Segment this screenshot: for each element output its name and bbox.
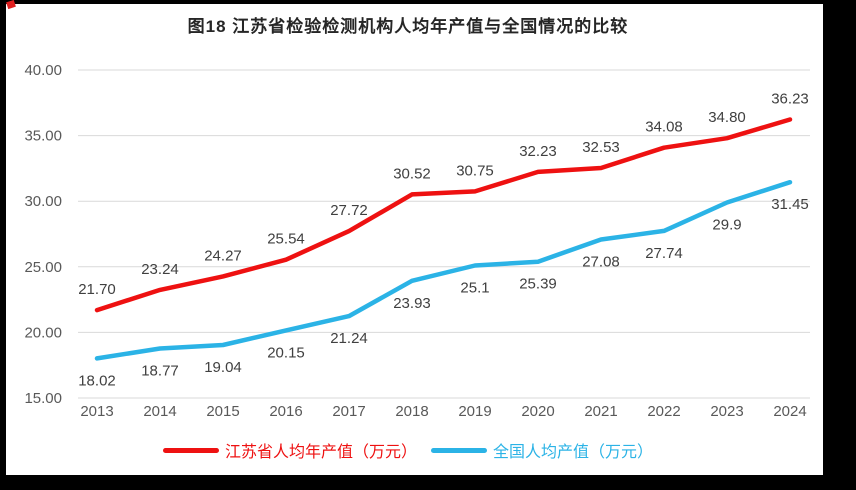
data-label: 30.75 (456, 162, 494, 179)
series-line-jiangsu (94, 117, 793, 313)
data-label: 30.52 (393, 165, 431, 182)
data-label: 21.70 (78, 281, 116, 298)
frame-left-bar (0, 0, 6, 490)
y-axis-tick-label: 25.00 (24, 259, 62, 276)
data-label: 32.23 (519, 143, 557, 160)
data-label: 25.54 (267, 231, 305, 248)
data-label: 27.74 (645, 245, 683, 262)
x-axis-tick-label: 2024 (773, 403, 806, 420)
data-label: 29.9 (712, 217, 741, 234)
legend-label-jiangsu: 江苏省人均年产值（万元） (224, 444, 417, 461)
frame-bottom-bar (0, 475, 856, 490)
frame-top-bar (0, 0, 856, 4)
data-label: 25.39 (519, 276, 557, 293)
chart-title: 图18 江苏省检验检测机构人均年产值与全国情况的比较 (187, 17, 629, 36)
y-axis-tick-label: 35.00 (24, 128, 62, 145)
x-axis-tick-label: 2014 (143, 403, 176, 420)
data-label: 24.27 (204, 247, 242, 264)
x-axis-tick-label: 2020 (521, 403, 554, 420)
data-label: 31.45 (771, 196, 809, 213)
data-label: 27.72 (330, 202, 368, 219)
data-label: 18.02 (78, 372, 116, 389)
y-axis-tick-label: 30.00 (24, 193, 62, 210)
data-label: 27.08 (582, 254, 620, 271)
data-label: 18.77 (141, 363, 179, 380)
data-label: 23.24 (141, 261, 179, 278)
data-label: 19.04 (204, 359, 242, 376)
y-axis-tick-label: 40.00 (24, 62, 62, 79)
x-axis-tick-label: 2018 (395, 403, 428, 420)
x-axis-tick-label: 2013 (80, 403, 113, 420)
data-label: 20.15 (267, 344, 305, 361)
x-axis-tick-label: 2016 (269, 403, 302, 420)
legend-item-national: 全国人均产值（万元） (431, 438, 653, 462)
x-axis-tick-label: 2023 (710, 403, 743, 420)
chart-legend: 江苏省人均年产值（万元） 全国人均产值（万元） (0, 438, 816, 462)
legend-label-national: 全国人均产值（万元） (493, 444, 654, 461)
y-axis-tick-label: 15.00 (24, 390, 62, 407)
data-label: 25.1 (460, 279, 489, 296)
legend-item-jiangsu: 江苏省人均年产值（万元） (162, 438, 417, 462)
frame-right-bar (823, 0, 856, 490)
y-axis-tick-label: 20.00 (24, 324, 62, 341)
data-label: 21.24 (330, 330, 368, 347)
x-axis-tick-label: 2022 (647, 403, 680, 420)
x-axis-tick-label: 2015 (206, 403, 239, 420)
data-label: 34.80 (708, 109, 746, 126)
series-line-national (94, 179, 793, 361)
legend-swatch-national-line (431, 447, 487, 453)
data-label: 36.23 (771, 90, 809, 107)
x-axis-tick-label: 2021 (584, 403, 617, 420)
legend-swatch-jiangsu-line (162, 447, 219, 453)
data-label: 23.93 (393, 295, 431, 312)
x-axis-tick-label: 2019 (458, 403, 491, 420)
x-axis-tick-label: 2017 (332, 403, 365, 420)
data-label: 32.53 (582, 139, 620, 156)
data-label: 34.08 (645, 119, 683, 136)
